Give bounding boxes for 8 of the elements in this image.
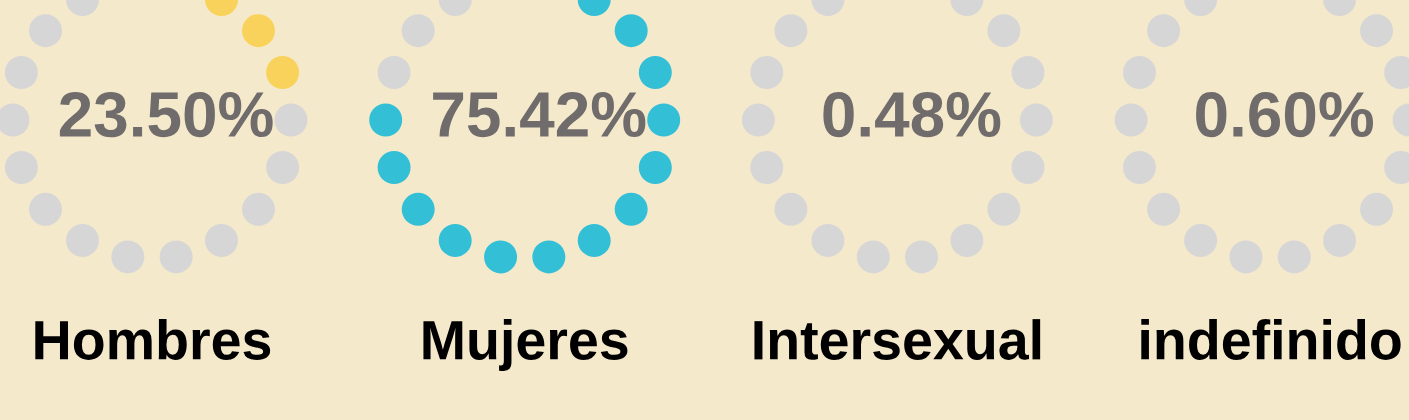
category-label: indefinido <box>1141 319 1401 360</box>
category-label: Mujeres <box>423 319 628 371</box>
category-label: Hombres <box>35 319 271 360</box>
data-label: 0.60% <box>1196 91 1373 138</box>
category-label: Intersexual <box>754 319 1041 360</box>
data-label: 23.50% <box>59 91 273 138</box>
data-label: 75.42% <box>433 91 646 138</box>
data-label: 0.48% <box>823 91 1001 138</box>
